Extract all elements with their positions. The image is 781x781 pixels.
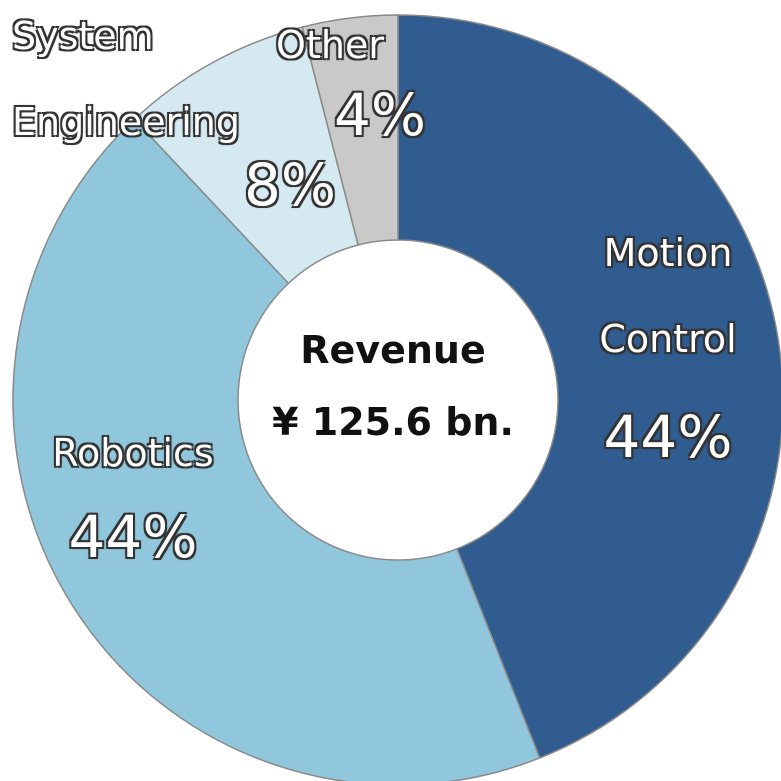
segment-label: Motion Control (599, 231, 737, 361)
segment-value-label: 44% (68, 503, 198, 571)
donut-hole (239, 241, 557, 559)
center-value: ¥ 125.6 bn. (272, 400, 514, 444)
segment-label: System Engineering (12, 14, 240, 144)
center-title: Revenue (300, 328, 486, 372)
donut-segment (301, 14, 399, 246)
donut-segment (397, 14, 781, 759)
donut-segment (12, 118, 541, 781)
segment-label: Other (276, 23, 384, 67)
segment-label: Robotics (52, 431, 214, 475)
segment-value-label: 44% (603, 403, 733, 471)
segment-value-label: 8% (243, 151, 336, 219)
segment-value-label: 4% (333, 81, 426, 149)
